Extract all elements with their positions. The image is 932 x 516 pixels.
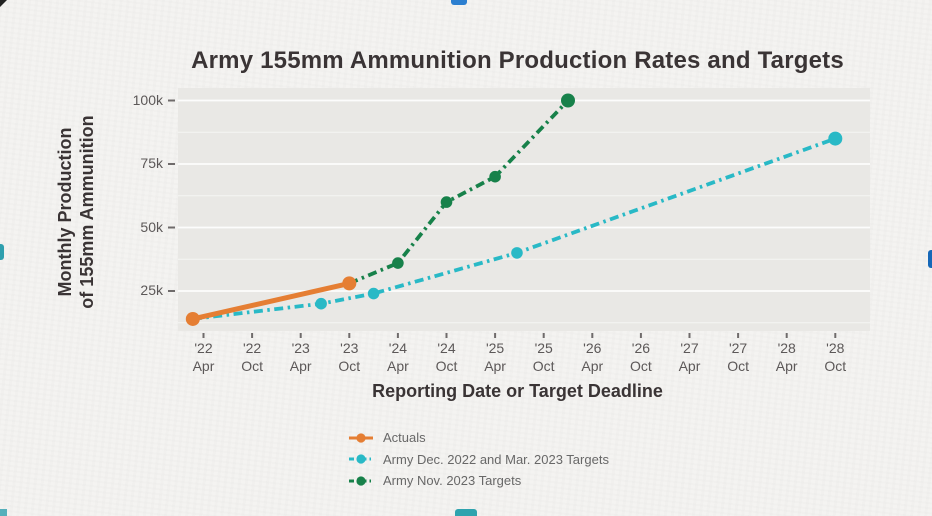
x-tick-month: Oct bbox=[824, 358, 847, 374]
x-tick-month: Apr bbox=[289, 358, 312, 374]
x-tick-year: '27 bbox=[680, 340, 699, 356]
y-tick-label: 100k bbox=[132, 91, 163, 108]
x-tick-month: Oct bbox=[727, 358, 749, 374]
data-point-army-dec-2022-and-mar-2023-targets bbox=[828, 131, 843, 146]
x-tick-year: '24 bbox=[388, 340, 408, 356]
x-tick-month: Oct bbox=[532, 358, 555, 374]
x-tick-label: '22 Oct bbox=[227, 339, 277, 375]
x-tick-label: '22 Apr bbox=[179, 339, 229, 375]
plot-area bbox=[178, 88, 870, 331]
x-tick-year: '28 bbox=[826, 340, 845, 356]
x-tick-label: '24 Oct bbox=[422, 339, 472, 375]
legend-marker-army-nov-2023-targets bbox=[349, 476, 373, 486]
data-point-army-nov-2023-targets bbox=[561, 93, 575, 108]
x-tick-year: '26 bbox=[583, 340, 602, 356]
series-line-actuals bbox=[190, 280, 352, 322]
legend-label-army-nov-2023-targets: Army Nov. 2023 Targets bbox=[383, 473, 522, 489]
data-point-army-dec-2022-and-mar-2023-targets bbox=[511, 247, 523, 259]
y-axis-title: Monthly Production of 155mm Ammunition bbox=[54, 91, 98, 333]
x-tick-year: '28 bbox=[777, 340, 796, 356]
x-tick-label: '24 Apr bbox=[373, 339, 423, 375]
x-tick-label: '27 Oct bbox=[713, 339, 763, 375]
legend-item-army-dec-2022-and-mar-2023-targets: Army Dec. 2022 and Mar. 2023 Targets bbox=[348, 449, 609, 471]
legend-marker-actuals bbox=[349, 433, 373, 443]
chart-title: Army 155mm Ammunition Production Rates a… bbox=[191, 47, 844, 74]
legend-label-army-dec-2022-and-mar-2023-targets: Army Dec. 2022 and Mar. 2023 Targets bbox=[383, 451, 609, 467]
x-axis-title: Reporting Date or Target Deadline bbox=[372, 381, 663, 401]
data-point-actuals bbox=[185, 311, 200, 326]
data-point-army-nov-2023-targets bbox=[489, 170, 501, 183]
legend: Actuals Army Dec. 2022 and Mar. 2023 Targ… bbox=[348, 427, 609, 492]
x-tick-month: Apr bbox=[775, 358, 798, 374]
x-tick-year: '26 bbox=[631, 340, 651, 356]
x-tick-year: '25 bbox=[534, 340, 553, 356]
legend-item-army-nov-2023-targets: Army Nov. 2023 Targets bbox=[348, 470, 609, 492]
x-tick-label: '27 Apr bbox=[665, 339, 715, 375]
legend-label-actuals: Actuals bbox=[383, 430, 426, 446]
legend-marker-army-dec-2022-and-mar-2023-targets bbox=[349, 454, 373, 464]
x-tick-month: Apr bbox=[484, 358, 506, 374]
x-tick-year: '23 bbox=[340, 340, 359, 356]
x-tick-month: Oct bbox=[435, 358, 458, 374]
x-tick-year: '22 bbox=[194, 340, 213, 356]
data-point-army-dec-2022-and-mar-2023-targets bbox=[367, 287, 380, 300]
x-tick-label: '25 Oct bbox=[519, 339, 569, 375]
legend-item-actuals: Actuals bbox=[348, 427, 609, 449]
y-axis-title-line2: of 155mm Ammunition bbox=[77, 115, 97, 309]
data-point-actuals bbox=[342, 276, 357, 291]
x-tick-month: Apr bbox=[678, 358, 701, 374]
x-tick-year: '25 bbox=[485, 340, 505, 356]
x-tick-year: '22 bbox=[242, 340, 262, 356]
y-tick-label: 25k bbox=[140, 282, 163, 298]
data-point-army-nov-2023-targets bbox=[392, 257, 404, 269]
y-axis-title-line1: Monthly Production bbox=[55, 127, 75, 297]
x-tick-label: '28 Apr bbox=[762, 339, 812, 375]
x-tick-label: '26 Apr bbox=[567, 339, 617, 375]
y-tick-label: 50k bbox=[140, 218, 163, 235]
data-point-army-dec-2022-and-mar-2023-targets bbox=[315, 297, 327, 310]
x-tick-month: Apr bbox=[386, 358, 409, 374]
x-tick-month: Apr bbox=[581, 358, 604, 374]
x-tick-year: '24 bbox=[437, 340, 456, 356]
y-tick-label: 75k bbox=[140, 155, 163, 171]
x-tick-label: '28 Oct bbox=[810, 339, 860, 375]
data-point-army-nov-2023-targets bbox=[440, 196, 453, 208]
x-tick-month: Apr bbox=[192, 358, 215, 374]
x-tick-label: '23 Oct bbox=[324, 339, 374, 375]
x-tick-label: '23 Apr bbox=[276, 339, 326, 375]
x-tick-label: '26 Oct bbox=[616, 339, 666, 375]
x-tick-label: '25 Apr bbox=[470, 339, 520, 375]
x-tick-month: Oct bbox=[241, 358, 263, 374]
x-tick-month: Oct bbox=[338, 358, 361, 374]
x-tick-year: '23 bbox=[291, 340, 310, 356]
x-tick-month: Oct bbox=[630, 358, 652, 374]
x-tick-year: '27 bbox=[728, 340, 748, 356]
series-line-army-dec-2022-and-mar-2023-targets bbox=[192, 136, 836, 321]
